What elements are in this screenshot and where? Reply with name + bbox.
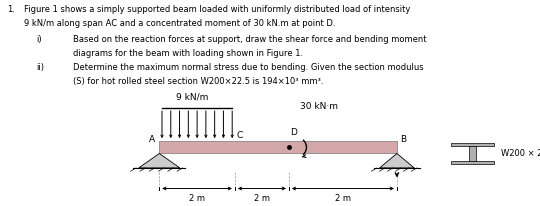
Text: 30 kN·m: 30 kN·m xyxy=(300,102,338,111)
Bar xyxy=(469,146,476,161)
Bar xyxy=(159,141,397,153)
Text: Figure 1 shows a simply supported beam loaded with uniformly distributed load of: Figure 1 shows a simply supported beam l… xyxy=(24,5,411,14)
Text: 1.: 1. xyxy=(7,5,15,14)
Text: (S) for hot rolled steel section W200×22.5 is 194×10³ mm³.: (S) for hot rolled steel section W200×22… xyxy=(73,77,323,86)
Text: ii): ii) xyxy=(37,63,45,72)
Bar xyxy=(451,161,494,164)
Text: A: A xyxy=(149,135,155,144)
Text: D: D xyxy=(291,128,298,137)
Text: W200 × 22.5: W200 × 22.5 xyxy=(501,149,540,158)
Text: 9 kN/m: 9 kN/m xyxy=(176,93,208,102)
Text: i): i) xyxy=(37,35,42,44)
Text: 2 m: 2 m xyxy=(189,194,205,203)
Polygon shape xyxy=(380,153,414,168)
Text: 2 m: 2 m xyxy=(254,194,270,203)
Polygon shape xyxy=(139,153,180,168)
Bar xyxy=(451,143,494,146)
Text: C: C xyxy=(237,131,243,140)
Text: Based on the reaction forces at support, draw the shear force and bending moment: Based on the reaction forces at support,… xyxy=(73,35,427,44)
Text: 2 m: 2 m xyxy=(335,194,351,203)
Text: 9 kN/m along span AC and a concentrated moment of 30 kN.m at point D.: 9 kN/m along span AC and a concentrated … xyxy=(24,19,336,28)
Text: B: B xyxy=(400,135,406,144)
Text: Determine the maximum normal stress due to bending. Given the section modulus: Determine the maximum normal stress due … xyxy=(73,63,423,72)
Text: diagrams for the beam with loading shown in Figure 1.: diagrams for the beam with loading shown… xyxy=(73,49,303,58)
